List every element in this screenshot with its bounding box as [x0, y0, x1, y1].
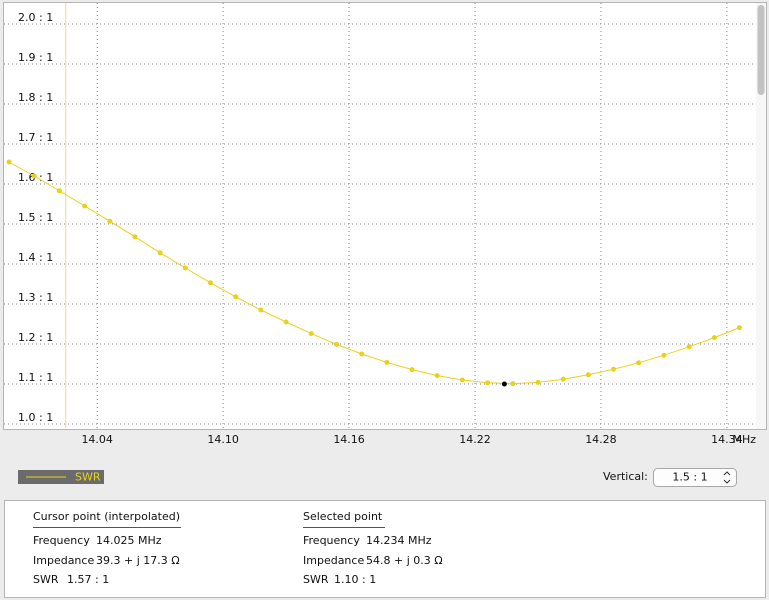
swr-point	[233, 294, 239, 300]
swr-point	[182, 265, 188, 271]
cursor-swr: 1.57 : 1	[67, 573, 109, 586]
swr-line	[8, 161, 740, 385]
swr-point	[56, 188, 62, 194]
swr-point	[585, 372, 591, 378]
swr-point	[208, 280, 214, 286]
info-panel	[4, 500, 766, 598]
swr-point	[686, 344, 692, 350]
vertical-select[interactable]	[653, 468, 737, 487]
y-tick-label: 1.3 : 1	[18, 291, 53, 304]
y-tick-label: 1.2 : 1	[18, 331, 53, 344]
swr-point	[560, 376, 566, 382]
scrollbar-track	[756, 3, 766, 429]
selected-frequency-label: Frequency	[303, 534, 360, 547]
cursor-frequency: 14.025 MHz	[96, 534, 162, 547]
swr-point	[157, 250, 163, 256]
selected-swr: 1.10 : 1	[334, 573, 376, 586]
plot-frame	[3, 2, 767, 430]
x-tick-label: 14.34	[711, 433, 743, 446]
cursor-impedance-label: Impedance	[33, 554, 94, 567]
swr-point	[107, 218, 113, 224]
vertical-select-value: 1.5 : 1	[672, 471, 707, 484]
swr-point	[711, 335, 717, 341]
x-tick-label: 14.22	[459, 433, 491, 446]
swr-point	[736, 325, 742, 331]
swr-point	[31, 173, 37, 179]
y-tick-label: 1.7 : 1	[18, 131, 53, 144]
swr-point	[82, 203, 88, 209]
x-unit-label: MHz	[732, 433, 756, 446]
selected-point	[501, 381, 507, 387]
y-tick-label: 1.8 : 1	[18, 91, 53, 104]
y-tick-label: 1.5 : 1	[18, 211, 53, 224]
selected-swr-label: SWR	[303, 573, 329, 586]
swr-point	[459, 377, 465, 383]
vertical-label: Vertical:	[603, 470, 648, 483]
x-tick-label: 14.28	[585, 433, 617, 446]
swr-point	[485, 380, 491, 386]
x-tick-label: 14.10	[207, 433, 239, 446]
y-tick-label: 2.0 : 1	[18, 11, 53, 24]
x-tick-label: 14.16	[333, 433, 365, 446]
swr-point	[359, 351, 365, 357]
swr-point	[510, 381, 516, 387]
cursor-swr-label: SWR	[33, 573, 59, 586]
legend[interactable]: SWR	[18, 470, 104, 484]
y-tick-label: 1.9 : 1	[18, 51, 53, 64]
cursor-impedance: 39.3 + j 17.3 Ω	[96, 554, 180, 567]
cursor-title: Cursor point (interpolated)	[33, 510, 180, 523]
cursor-frequency-label: Frequency	[33, 534, 90, 547]
y-tick-label: 1.0 : 1	[18, 411, 53, 424]
selected-frequency: 14.234 MHz	[366, 534, 432, 547]
swr-point	[611, 366, 617, 372]
swr-point	[308, 331, 314, 337]
swr-point	[132, 234, 138, 240]
swr-point	[535, 379, 541, 385]
swr-point	[283, 319, 289, 325]
swr-point	[661, 352, 667, 358]
swr-point	[258, 307, 264, 313]
x-tick-label: 14.04	[81, 433, 113, 446]
select-arrows	[723, 471, 731, 484]
y-tick-label: 1.1 : 1	[18, 371, 53, 384]
swr-point	[6, 159, 12, 165]
selected-title: Selected point	[303, 510, 383, 523]
selected-impedance: 54.8 + j 0.3 Ω	[366, 554, 443, 567]
swr-point	[409, 367, 415, 373]
scrollbar-thumb[interactable]	[757, 5, 765, 95]
swr-point	[384, 359, 390, 365]
swr-point	[636, 360, 642, 366]
legend-label: SWR	[75, 471, 101, 484]
swr-point	[333, 341, 339, 347]
y-tick-label: 1.4 : 1	[18, 251, 53, 264]
swr-point	[434, 373, 440, 379]
selected-impedance-label: Impedance	[303, 554, 364, 567]
